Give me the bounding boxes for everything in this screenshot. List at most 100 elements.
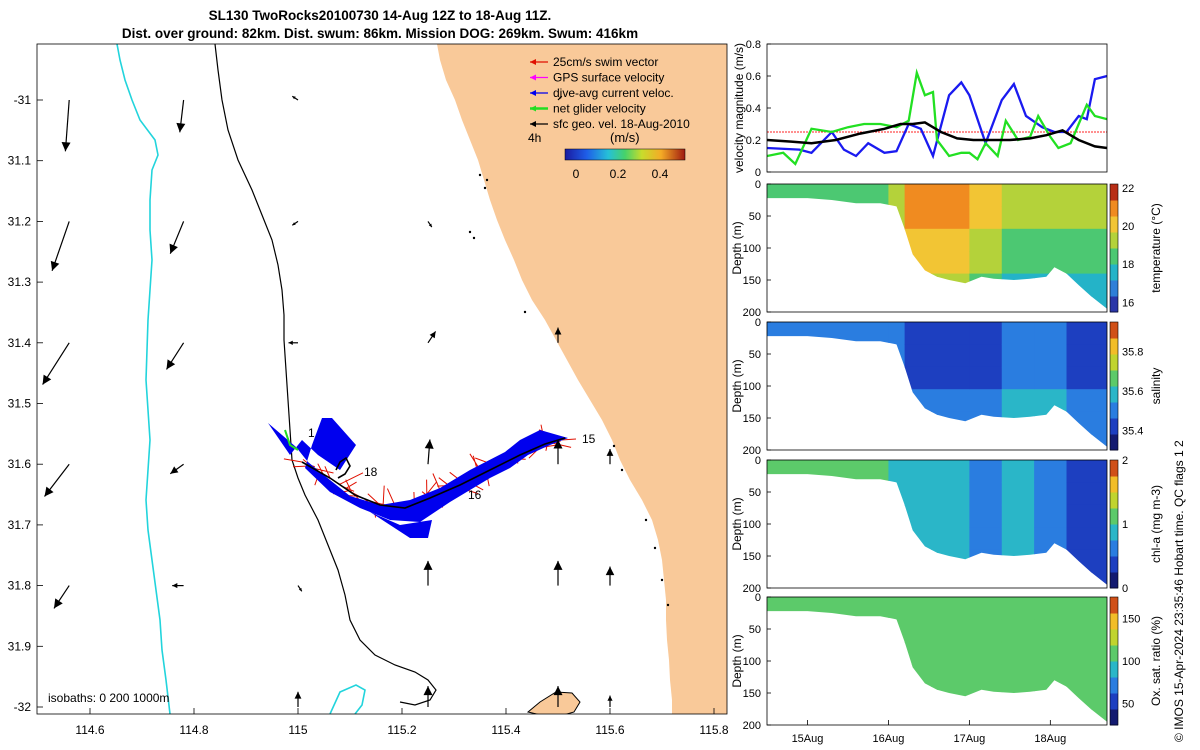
imos-credit: © IMOS 15-Apr-2024 23:35:46 Hobart time.… bbox=[1172, 440, 1186, 742]
section-y-label: Depth (m) bbox=[730, 221, 744, 274]
section-cell bbox=[1034, 434, 1068, 447]
colorbar-segment bbox=[1110, 540, 1118, 557]
time-tick-label: 15Aug bbox=[792, 733, 824, 745]
section-cell bbox=[937, 504, 970, 528]
section-cell bbox=[1034, 251, 1068, 275]
section-cell bbox=[937, 686, 970, 710]
colorbar-segment bbox=[1110, 248, 1118, 265]
section-colorbar: 0 1 2 bbox=[1109, 455, 1128, 595]
section-cell bbox=[904, 527, 938, 551]
section-cell bbox=[937, 619, 970, 643]
colorbar-frame bbox=[1109, 321, 1119, 451]
section-cell bbox=[1066, 296, 1107, 309]
section-cell bbox=[1034, 389, 1068, 413]
section-cell bbox=[1066, 411, 1107, 435]
map-y-tick-label: 31.2 bbox=[8, 214, 32, 228]
section-cell bbox=[767, 482, 889, 506]
colorbar-segment bbox=[1110, 524, 1118, 541]
section-cell bbox=[888, 184, 906, 207]
legend-item: net glider velocity bbox=[530, 102, 646, 116]
section-cell bbox=[937, 411, 970, 435]
section-cell bbox=[904, 251, 938, 275]
section-cell bbox=[767, 504, 889, 528]
section-cell bbox=[1001, 344, 1035, 368]
map-legend: 25cm/s swim vector GPS surface velocitydi… bbox=[528, 55, 690, 181]
dive-avg-current-vectors bbox=[268, 418, 568, 538]
section-cell bbox=[937, 389, 970, 413]
geo-arrow-head bbox=[42, 374, 52, 385]
geo-velocity-arrow bbox=[172, 583, 184, 589]
colorbar-segment bbox=[1110, 280, 1118, 297]
map-y-tick-label: -32 bbox=[14, 700, 32, 714]
section-field bbox=[767, 322, 1107, 447]
section-cell bbox=[937, 273, 970, 297]
section-y-tick-label: 50 bbox=[749, 211, 761, 223]
section-cell bbox=[1034, 664, 1068, 688]
colorbar-segment bbox=[1110, 476, 1118, 493]
map-x-tick-label: 115.8 bbox=[699, 723, 728, 737]
time-axis: 15Aug 16Aug 17Aug 18Aug bbox=[792, 720, 1066, 745]
legend-interval-label: 4h bbox=[528, 131, 541, 145]
section-cell bbox=[969, 686, 1003, 710]
map-panel: 114.6 114.8 115 115.2 115.4 115.6 115.8 -3131.… bbox=[8, 43, 729, 737]
section-panel-1: 0 50 100 150 200 Depth (m) 35.4 35.6 35.8 salinit… bbox=[730, 317, 1163, 457]
section-cell bbox=[888, 460, 906, 483]
section-cell bbox=[969, 206, 1003, 230]
section-cell bbox=[904, 322, 938, 345]
map-x-tick-label: 114.8 bbox=[179, 723, 208, 737]
geo-velocity-arrow bbox=[553, 560, 563, 586]
section-field bbox=[767, 460, 1107, 585]
section-cell bbox=[904, 434, 938, 447]
colorbar-segment bbox=[1110, 200, 1118, 217]
section-cell bbox=[1066, 482, 1107, 506]
colorbar-tick-label: 35.6 bbox=[1122, 386, 1143, 398]
section-field bbox=[767, 184, 1107, 309]
velocity-y-tick-label: 0.8 bbox=[746, 39, 761, 51]
section-cell bbox=[904, 549, 938, 573]
geo-velocity-arrow bbox=[44, 463, 70, 497]
section-cell bbox=[969, 527, 1003, 551]
colorbar-label: Ox. sat. ratio (%) bbox=[1149, 616, 1163, 706]
section-cell bbox=[1001, 504, 1035, 528]
coast-rock bbox=[478, 173, 482, 177]
legend-label: sfc geo. vel. 18-Aug-2010 bbox=[553, 117, 690, 131]
section-cell bbox=[904, 366, 938, 390]
geo-velocity-arrow bbox=[553, 439, 563, 465]
section-cell bbox=[1066, 251, 1107, 275]
section-cell bbox=[1034, 344, 1068, 368]
section-cell bbox=[904, 686, 938, 710]
section-panel-0: 0 50 100 150 200 Depth (m) 16 18 20 22 temperature… bbox=[730, 179, 1163, 319]
map-y-tick-label: 31.3 bbox=[8, 275, 32, 289]
section-cell bbox=[888, 411, 906, 435]
section-cell bbox=[969, 228, 1003, 252]
section-cell bbox=[1001, 273, 1035, 297]
section-cell bbox=[969, 296, 1003, 309]
geo-velocity-arrow bbox=[553, 686, 563, 707]
section-cell bbox=[767, 572, 889, 585]
geo-velocity-arrow bbox=[294, 691, 302, 707]
map-y-tick-label: 31.8 bbox=[8, 579, 32, 593]
colorbar-segment bbox=[1110, 296, 1118, 313]
section-cell bbox=[969, 709, 1003, 722]
velocity-plot-background bbox=[767, 44, 1107, 172]
colorbar-segment bbox=[1110, 418, 1118, 435]
section-cell bbox=[888, 527, 906, 551]
legend-arrow-icon bbox=[530, 74, 536, 81]
section-cell bbox=[1066, 460, 1107, 483]
section-cell bbox=[937, 228, 970, 252]
geo-velocity-arrow bbox=[297, 585, 303, 592]
colorbar-segment bbox=[1110, 677, 1118, 694]
geo-velocity-arrow bbox=[165, 342, 185, 370]
geo-arrow-head bbox=[170, 466, 179, 474]
section-cell bbox=[767, 389, 889, 413]
geo-arrow-head bbox=[559, 96, 562, 99]
geo-velocity-arrow bbox=[423, 560, 433, 586]
section-cell bbox=[1066, 549, 1107, 573]
section-cell bbox=[1034, 572, 1068, 585]
section-y-label: Depth (m) bbox=[730, 634, 744, 687]
section-cell bbox=[937, 527, 970, 551]
legend-arrow-icon bbox=[530, 90, 536, 96]
geo-velocity-arrow bbox=[424, 439, 434, 465]
legend-arrow-icon bbox=[530, 121, 536, 127]
time-tick-label: 18Aug bbox=[1034, 733, 1066, 745]
